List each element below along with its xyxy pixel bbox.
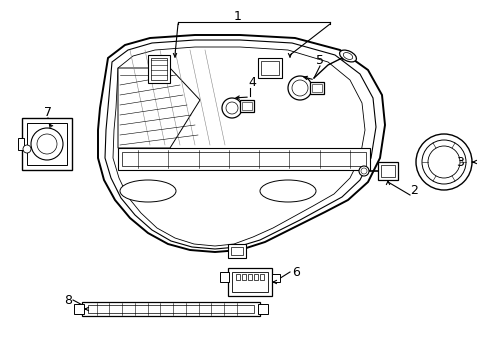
Bar bbox=[227, 244, 245, 258]
Text: 1: 1 bbox=[234, 9, 242, 23]
Bar bbox=[82, 302, 260, 316]
Circle shape bbox=[222, 98, 242, 118]
Bar bbox=[230, 247, 243, 255]
Bar bbox=[236, 274, 240, 280]
Bar bbox=[18, 138, 24, 150]
Bar bbox=[122, 152, 365, 166]
Bar bbox=[22, 118, 72, 170]
Bar bbox=[311, 84, 321, 92]
Text: 5: 5 bbox=[315, 54, 324, 67]
Bar bbox=[118, 148, 369, 170]
Text: 2: 2 bbox=[409, 184, 417, 197]
Circle shape bbox=[287, 76, 311, 100]
Bar bbox=[253, 274, 258, 280]
Ellipse shape bbox=[260, 180, 315, 202]
Bar bbox=[240, 100, 253, 112]
Polygon shape bbox=[118, 68, 200, 148]
Bar bbox=[242, 274, 245, 280]
Bar bbox=[377, 162, 397, 180]
Bar bbox=[74, 304, 84, 314]
Bar bbox=[231, 272, 267, 292]
Text: 4: 4 bbox=[247, 76, 255, 89]
Text: 8: 8 bbox=[64, 293, 72, 306]
Text: 6: 6 bbox=[291, 266, 299, 279]
Circle shape bbox=[358, 166, 368, 176]
Circle shape bbox=[421, 140, 465, 184]
Bar bbox=[227, 268, 271, 296]
Circle shape bbox=[31, 128, 63, 160]
Bar bbox=[261, 61, 279, 75]
Bar bbox=[27, 123, 67, 165]
Bar bbox=[380, 165, 394, 177]
Bar bbox=[148, 55, 170, 83]
Circle shape bbox=[415, 134, 471, 190]
Text: 3: 3 bbox=[455, 156, 463, 168]
Bar bbox=[258, 304, 267, 314]
Circle shape bbox=[427, 146, 459, 178]
Bar bbox=[258, 58, 282, 78]
Polygon shape bbox=[98, 35, 384, 252]
Bar bbox=[271, 274, 280, 282]
Bar bbox=[247, 274, 251, 280]
Bar bbox=[151, 58, 167, 80]
Bar bbox=[88, 305, 253, 313]
Circle shape bbox=[23, 145, 31, 153]
Bar bbox=[220, 272, 228, 282]
Bar bbox=[260, 274, 264, 280]
Text: 7: 7 bbox=[44, 105, 52, 118]
Circle shape bbox=[37, 134, 57, 154]
Ellipse shape bbox=[120, 180, 176, 202]
Ellipse shape bbox=[339, 50, 356, 62]
Bar bbox=[309, 82, 324, 94]
Bar bbox=[242, 102, 251, 110]
